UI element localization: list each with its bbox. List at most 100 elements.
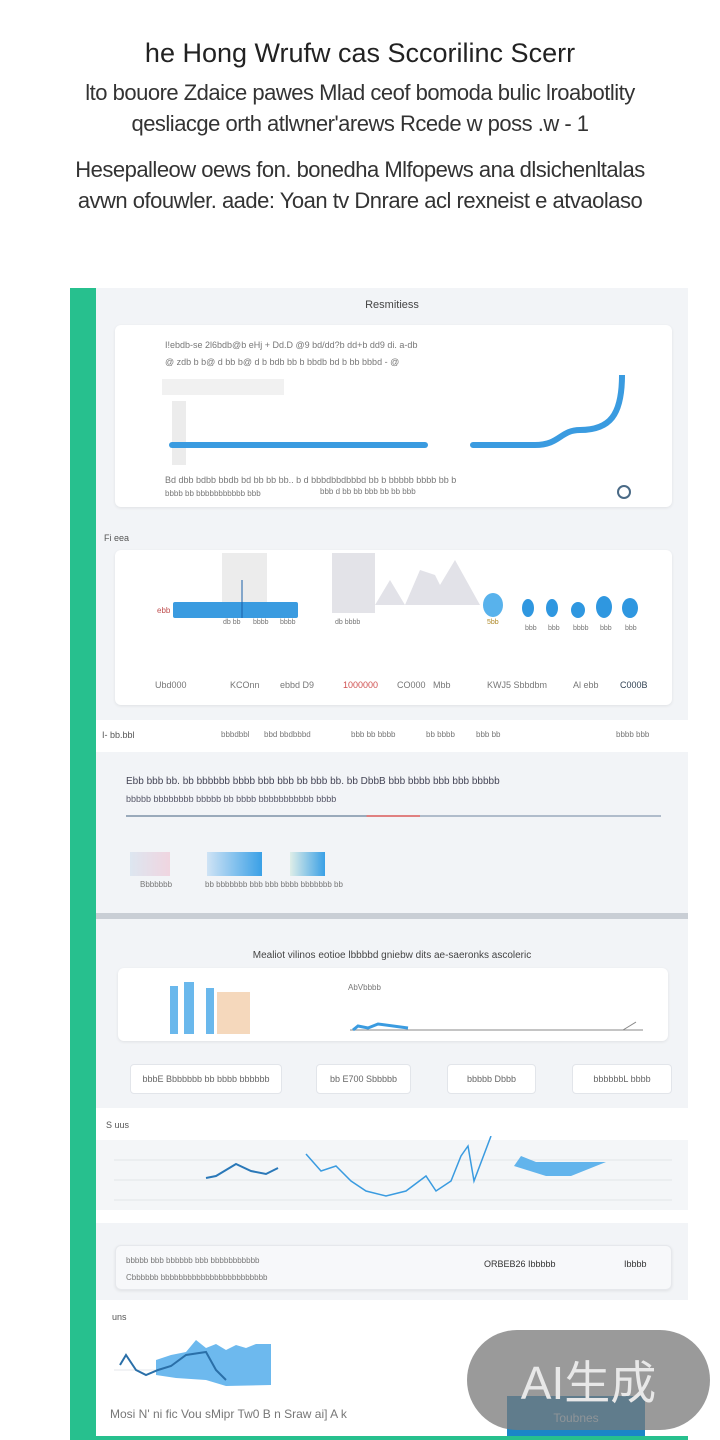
info-badge[interactable]: Ibbbb (624, 1259, 647, 1269)
line-chart-panel: S uus (96, 1108, 688, 1223)
horizontal-bar (173, 602, 298, 618)
chart-placeholder-bar (162, 379, 284, 395)
bar-label: ebb (157, 606, 171, 615)
tab[interactable]: bbbb bbb (616, 730, 650, 739)
dot (596, 596, 612, 618)
tab[interactable]: bbd bbdbbbd (264, 730, 311, 739)
stats-card: ebb db bb bbbb bbbb db bbbb 5bb bbb bbb … (115, 550, 672, 705)
tick-label: bbbb (280, 619, 296, 626)
section-label: I- bb.bbl (102, 730, 135, 740)
trend-line (470, 375, 625, 448)
content-text: bbbbb bbbbbbbb bbbbb bb bbbb bbbbbbbbbbb… (126, 794, 337, 804)
section-label: uns (112, 1312, 127, 1322)
footer-text: Mosi N' ni fic Vou sMipr Tw0 B n Sraw ai… (110, 1407, 347, 1421)
tick-label: bbb (625, 625, 637, 632)
metric-value: CO000 (397, 680, 426, 690)
metric-value: Mbb (433, 680, 451, 690)
bar (184, 982, 194, 1034)
card-footer-text: bbbb bb bbbbbbbbbbb bbb (165, 489, 261, 498)
info-text: bbbbb bbb bbbbbb bbb bbbbbbbbbbb (126, 1256, 260, 1265)
metric-value: KWJ5 Sbbdbm (487, 680, 548, 690)
area-chart (114, 1340, 271, 1386)
divider (96, 913, 688, 919)
card-text: I!ebdb-se 2l6bdb@b eHj + Dd.D @9 bd/dd?b… (165, 340, 418, 350)
data-line (622, 1021, 637, 1031)
toggle-button[interactable]: Q (617, 485, 631, 499)
action-button[interactable]: bbbbb Dbbb (447, 1064, 536, 1094)
dot-series (483, 593, 638, 618)
bottom-bar (96, 1436, 688, 1440)
series-line (205, 1162, 279, 1179)
dot (522, 599, 534, 617)
action-button[interactable]: bb E700 Sbbbbb (316, 1064, 411, 1094)
area-fill (514, 1156, 606, 1176)
tick-label: bbbb (573, 625, 589, 632)
tick-label: bbb (525, 625, 537, 632)
area-chart (375, 560, 480, 605)
info-text: Cbbbbbb bbbbbbbbbbbbbbbbbbbbbbbb (126, 1273, 268, 1282)
content-text: Ebb bbb bb. bb bbbbbb bbbb bbb bbb bb bb… (126, 776, 500, 787)
dot (571, 602, 585, 618)
series-line (305, 1136, 492, 1197)
section-label: S uus (106, 1120, 130, 1130)
tab[interactable]: bbbdbbl (221, 730, 250, 739)
bar (206, 988, 214, 1034)
action-button[interactable]: bbbE Bbbbbbb bb bbbb bbbbbb (130, 1064, 282, 1094)
page-title: he Hong Wrufw cas Sccorilinc Scerr (144, 38, 576, 68)
ai-generated-watermark: AI生成 (467, 1330, 710, 1430)
section-title: Resmitiess (365, 299, 419, 311)
card-footer-text: Bd dbb bdbb bbdb bd bb bb bb.. b d bbbdb… (165, 475, 457, 485)
chart-label: AbVbbbb (348, 983, 381, 992)
dot (546, 599, 558, 617)
info-value: ORBEB26 Ibbbbb (484, 1259, 556, 1269)
area-fill (156, 1340, 271, 1386)
dot (483, 593, 503, 617)
bar (170, 986, 178, 1034)
thumbnail[interactable] (207, 852, 262, 876)
tab[interactable]: bbb bb bbbb (351, 730, 396, 739)
progress-line (126, 815, 661, 817)
description-line: Hesepalleow oews fon. bonedha Mlfopews a… (75, 157, 645, 182)
tick-label: bbb (548, 625, 560, 632)
tick-label: db bbbb (335, 619, 361, 626)
mini-charts (173, 553, 638, 618)
info-card: bbbbb bbb bbbbbb bbb bbbbbbbbbbb Cbbbbbb… (115, 1245, 672, 1290)
data-line (352, 1022, 409, 1032)
sidebar-accent-bar (70, 288, 96, 1440)
subtitle-line: lto bouore Zdaice pawes Mlad ceof bomoda… (85, 80, 635, 105)
dot (622, 598, 638, 618)
line-chart (96, 1136, 688, 1210)
thumbnail-caption: Bbbbbbb (140, 880, 173, 889)
tab-bar: I- bb.bbl bbbdbbl bbd bbdbbbd bbb bb bbb… (96, 720, 688, 752)
chart-background (332, 553, 375, 613)
chart-card: AbVbbbb (118, 968, 668, 1041)
metric-value: 1000000 (343, 680, 379, 690)
trend-chart (162, 375, 625, 465)
tab[interactable]: bb bbbb (426, 730, 455, 739)
tick-label: db bb (223, 619, 241, 626)
subtitle-line: qesliacge orth atlwner'arews Rcede w pos… (131, 111, 589, 136)
metric-value: C000B (620, 680, 648, 690)
chart-placeholder-bar (172, 401, 186, 465)
thumbnail[interactable] (290, 852, 325, 876)
metric-value: Al ebb (573, 680, 599, 690)
series-line (119, 1350, 227, 1381)
thumbnail-caption: bb bbbbbbb bbb bbb bbbb bbbbbbb bb (205, 880, 343, 889)
section-title: Mealiot vilinos eotioe lbbbbd gniebw dit… (252, 950, 532, 961)
tab[interactable]: bbb bb (476, 730, 501, 739)
tick-label: bbbb (253, 619, 269, 626)
action-button[interactable]: bbbbbbL bbbb (572, 1064, 672, 1094)
tick-label: 5bb (487, 619, 499, 626)
metric-value: Ubd000 (155, 680, 187, 690)
chart-area (96, 1140, 688, 1210)
bar (217, 992, 250, 1034)
metric-value: ebbd D9 (280, 680, 315, 690)
mixed-chart (170, 982, 643, 1034)
tick-label: bbb (600, 625, 612, 632)
card-footer-text: bbb d bb bb bbb bb bb bbb (320, 487, 416, 496)
description-line: avwn ofouwler. aade: Yoan tv Dnrare acl … (77, 188, 643, 213)
card-text: @ zdb b b@ d bb b@ d b bdb bb b bbdb bd … (165, 357, 400, 367)
thumbnail[interactable] (130, 852, 170, 876)
section-label: Fi eea (104, 533, 130, 543)
metric-value: KCOnn (230, 680, 260, 690)
